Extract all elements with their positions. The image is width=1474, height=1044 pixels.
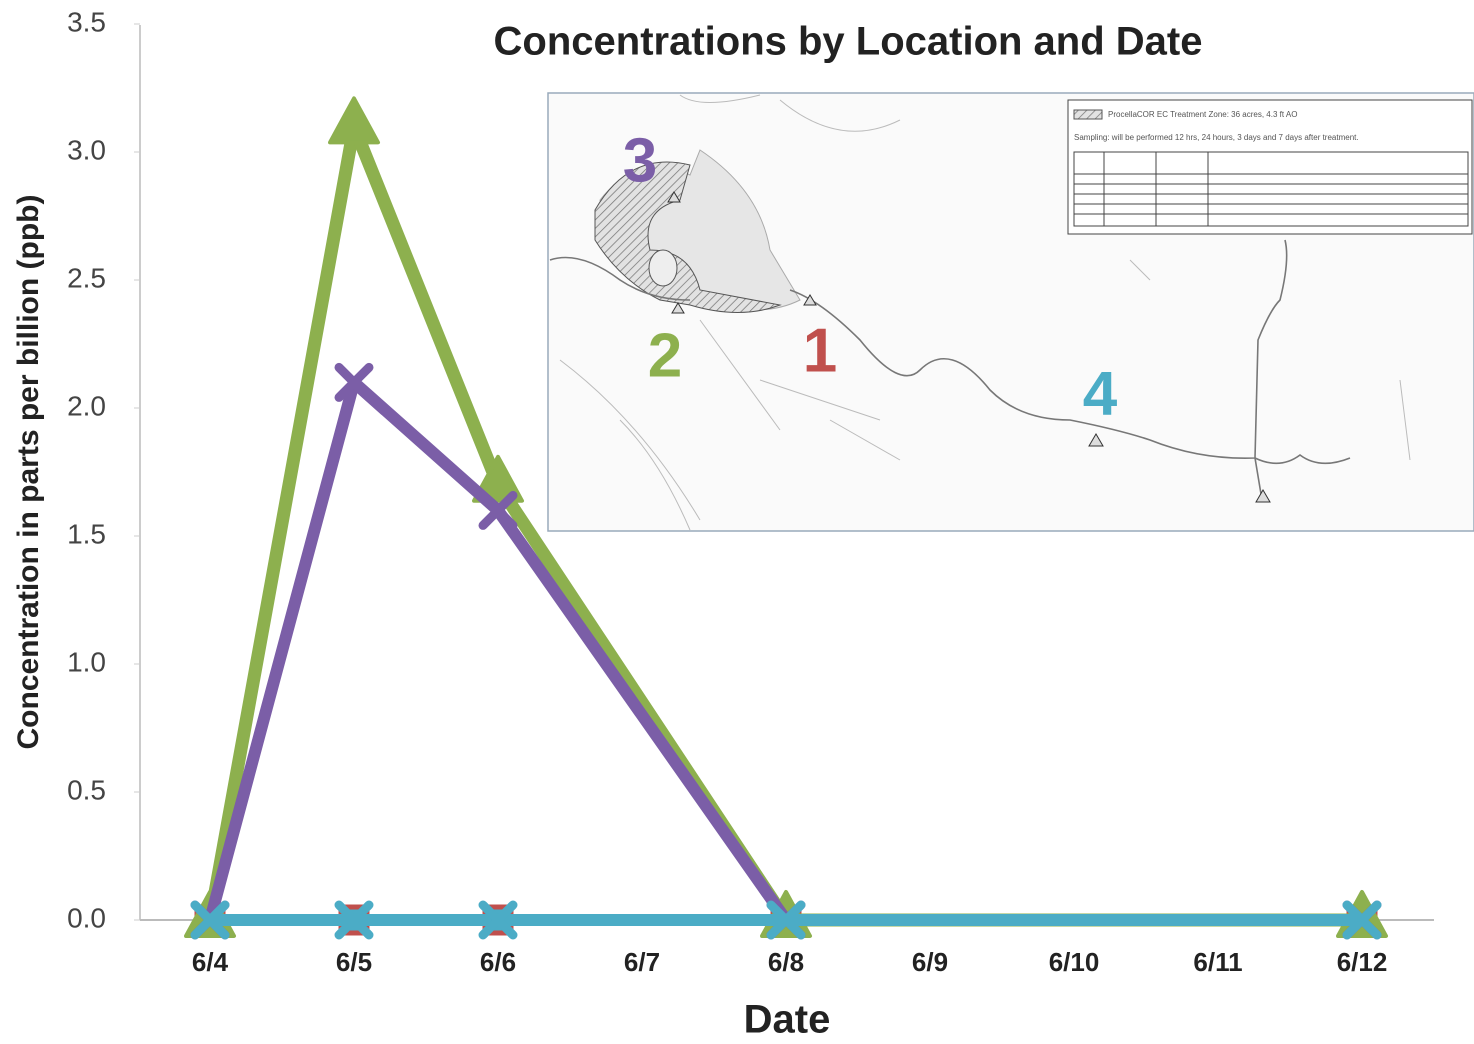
y-axis-label: Concentration in parts per billion (ppb): [12, 195, 45, 750]
y-tick-label: 3.0: [67, 134, 106, 165]
map-location-label: 4: [1083, 359, 1118, 428]
y-tick-label: 1.0: [67, 646, 106, 677]
series-line: [354, 126, 498, 484]
x-tick-label: 6/8: [768, 947, 804, 977]
x-tick-label: 6/9: [912, 947, 948, 977]
island: [649, 250, 677, 286]
series-line: [498, 510, 786, 920]
map-legend-line: Sampling: will be performed 12 hrs, 24 h…: [1074, 133, 1359, 142]
x-tick-label: 6/4: [192, 947, 229, 977]
x-tick-label: 6/11: [1193, 947, 1242, 977]
series-line: [210, 382, 354, 920]
x-tick-label: 6/5: [336, 947, 372, 977]
series-line: [210, 126, 354, 920]
marker: [330, 98, 378, 142]
y-tick-label: 0.5: [67, 774, 106, 805]
chart-title: Concentrations by Location and Date: [494, 20, 1203, 64]
map-location-label: 1: [803, 316, 837, 385]
chart: Concentrations by Location and Date Date…: [0, 0, 1474, 1044]
y-tick-label: 1.5: [67, 518, 106, 549]
y-tick-label: 0.0: [67, 902, 106, 933]
map-location-label: 3: [623, 126, 657, 195]
x-tick-label: 6/12: [1337, 947, 1388, 977]
x-tick-label: 6/6: [480, 947, 516, 977]
map-inset: ProcellaCOR EC Treatment Zone: 36 acres,…: [548, 93, 1474, 531]
legend-swatch: [1074, 110, 1102, 119]
x-tick-label: 6/7: [624, 947, 660, 977]
x-axis-label: Date: [744, 998, 831, 1042]
y-tick-label: 2.0: [67, 390, 106, 421]
map-location-label: 2: [648, 321, 682, 390]
map-legend-line: ProcellaCOR EC Treatment Zone: 36 acres,…: [1108, 110, 1297, 119]
y-tick-label: 3.5: [67, 6, 106, 37]
y-tick-label: 2.5: [67, 262, 106, 293]
x-tick-label: 6/10: [1049, 947, 1100, 977]
